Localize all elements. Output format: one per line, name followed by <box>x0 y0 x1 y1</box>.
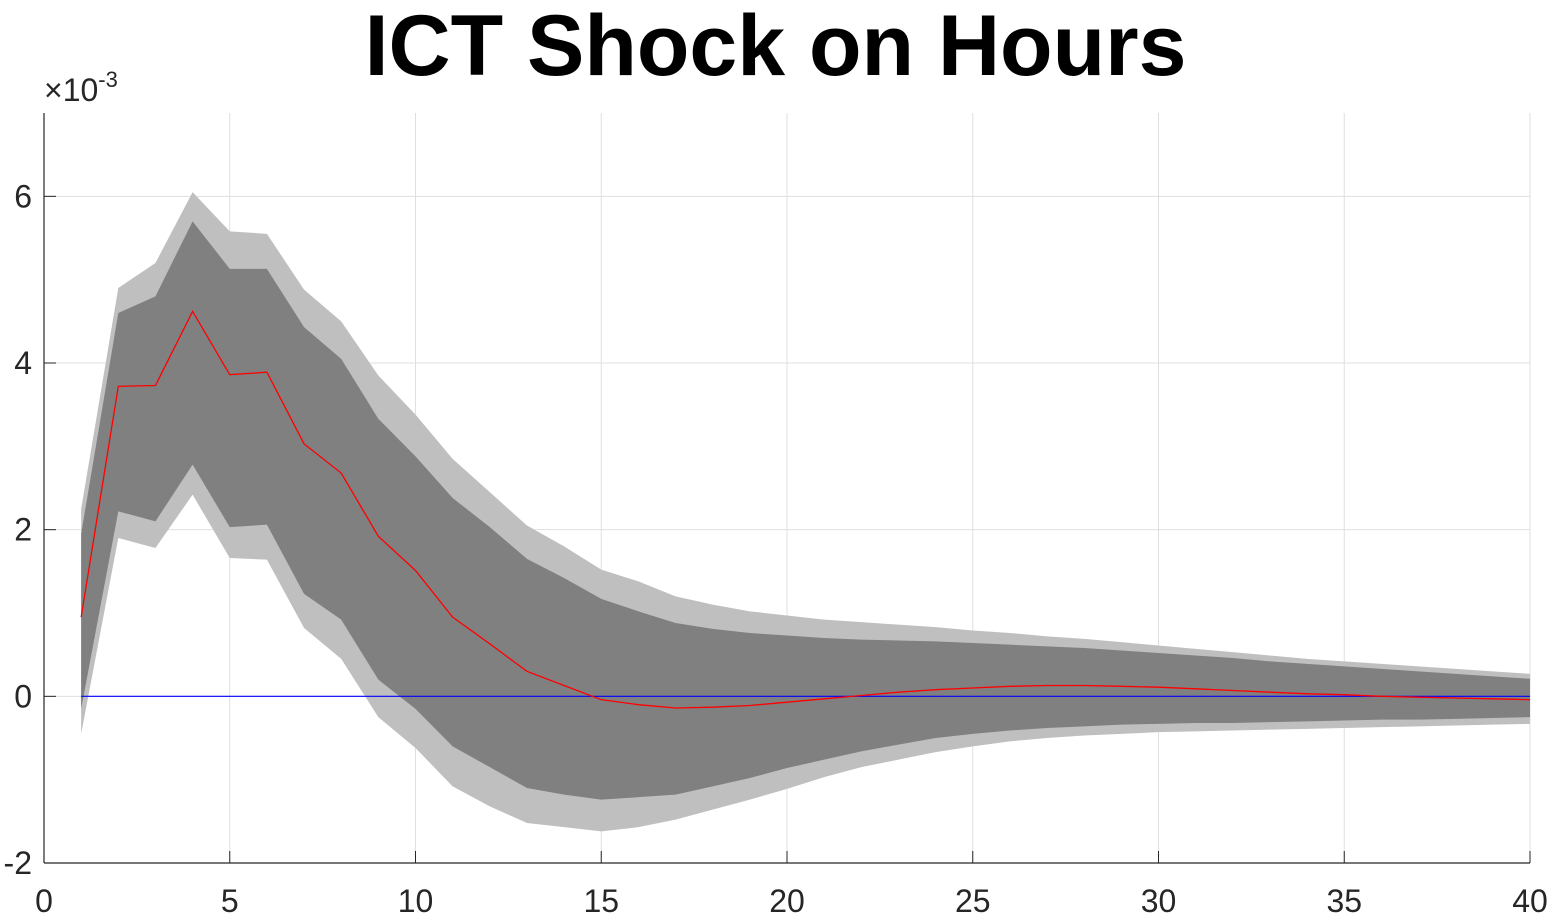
x-tick-label: 35 <box>1326 883 1362 914</box>
y-tick-label: 6 <box>14 178 32 214</box>
x-tick-label: 30 <box>1141 883 1177 914</box>
confidence-bands <box>81 192 1530 832</box>
response-lines <box>80 309 1531 709</box>
x-tick-label: 0 <box>35 883 53 914</box>
chart-title: ICT Shock on Hours <box>364 0 1187 94</box>
y-tick-label: 4 <box>14 345 32 381</box>
x-tick-label: 10 <box>398 883 434 914</box>
y-tick-label: 0 <box>14 678 32 714</box>
inner-band <box>81 221 1530 800</box>
y-exponent-label: ×10-3 <box>44 67 118 108</box>
x-tick-label: 25 <box>955 883 991 914</box>
x-tick-label: 15 <box>583 883 619 914</box>
median-line <box>80 309 1531 709</box>
x-tick-label: 5 <box>221 883 239 914</box>
x-tick-label: 40 <box>1512 883 1548 914</box>
y-tick-label: 2 <box>14 512 32 548</box>
axes <box>43 113 1531 864</box>
y-tick-label: -2 <box>4 845 32 881</box>
x-tick-label: 20 <box>769 883 805 914</box>
